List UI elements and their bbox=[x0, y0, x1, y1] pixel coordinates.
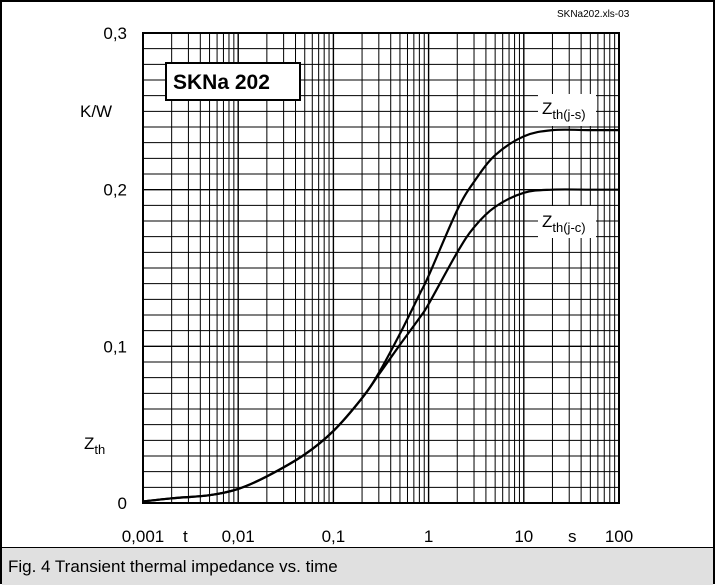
series-line-zth-j-c bbox=[142, 188, 619, 503]
series-layer bbox=[142, 128, 619, 503]
series-label-j-s-sub: th(j-s) bbox=[552, 107, 585, 122]
x-axis-symbol: t bbox=[183, 527, 188, 546]
y-tick-label: 0,3 bbox=[103, 24, 127, 43]
figure-caption: Fig. 4 Transient thermal impedance vs. t… bbox=[8, 557, 338, 576]
x-tick-label: 10 bbox=[514, 527, 533, 546]
x-tick-label: 1 bbox=[424, 527, 433, 546]
y-tick-label: 0,1 bbox=[103, 337, 127, 356]
grid-lines bbox=[142, 33, 619, 503]
x-tick-label: 0,001 bbox=[122, 527, 165, 546]
x-tick-label: 0,01 bbox=[222, 527, 255, 546]
series-label-bg-js bbox=[538, 94, 596, 126]
y-axis-symbol: Zth bbox=[84, 434, 105, 457]
series-label-j-c-main: Z bbox=[542, 212, 552, 231]
series-label-j-c: Zth(j-c) bbox=[542, 212, 586, 235]
y-axis-symbol-sub: th bbox=[94, 442, 105, 457]
y-axis-unit: K/W bbox=[80, 102, 112, 121]
x-tick-labels: 0,001 0,01 0,1 1 10 100 bbox=[122, 527, 633, 546]
y-axis-symbol-main: Z bbox=[84, 434, 94, 453]
series-label-j-s: Zth(j-s) bbox=[542, 99, 586, 122]
plot-area-svg: 0,001 0,01 0,1 1 10 100 0 0,1 0,2 0,3 SKNa202.xl… bbox=[80, 9, 633, 546]
y-tick-label: 0,2 bbox=[103, 181, 127, 200]
series-label-bg-jc bbox=[538, 206, 596, 238]
series-label-j-c-sub: th(j-c) bbox=[552, 220, 585, 235]
y-tick-label: 0 bbox=[118, 494, 127, 513]
file-tag: SKNa202.xls-03 bbox=[557, 9, 630, 20]
x-axis-unit: s bbox=[568, 527, 577, 546]
x-tick-label: 100 bbox=[605, 527, 633, 546]
caption-bar: Fig. 4 Transient thermal impedance vs. t… bbox=[2, 547, 713, 585]
series-line-zth-j-s bbox=[142, 128, 619, 503]
y-tick-labels: 0 0,1 0,2 0,3 bbox=[103, 24, 127, 513]
title-box bbox=[165, 62, 301, 101]
x-tick-label: 0,1 bbox=[322, 527, 346, 546]
series-label-j-s-main: Z bbox=[542, 99, 552, 118]
chart-title: SKNa 202 bbox=[173, 71, 270, 94]
plot-frame bbox=[142, 32, 620, 504]
